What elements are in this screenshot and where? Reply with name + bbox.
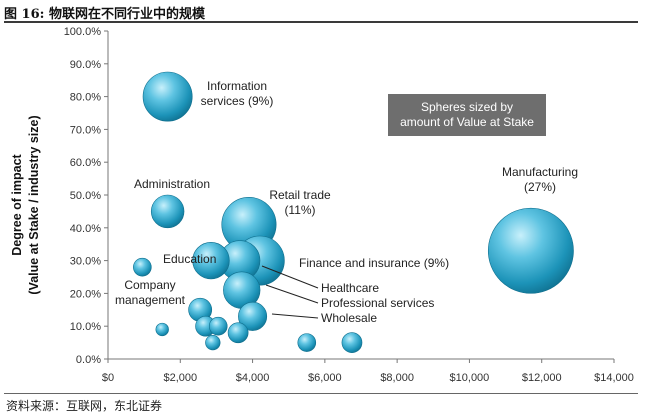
x-tick-label: $4,000 [236,372,270,384]
y-tick-label: 0.0% [76,354,101,366]
bubble [341,332,363,353]
bubble [155,322,169,337]
bubble-label: Administration [134,177,210,191]
title-rule [4,21,638,23]
bubble [205,334,221,351]
bubble-label: Company management [115,278,186,307]
legend-text: Spheres sized by amount of Value at Stake [400,100,534,129]
bubble [133,257,152,277]
bubble-label: Manufacturing (27%) [502,165,578,194]
y-tick-label: 10.0% [70,321,101,333]
axes: 0.0% 10.0% 20.0% 30.0% 40.0% 50.0% 60.0% 70.0% 8… [64,26,634,384]
bubble-chart: 0.0% 10.0% 20.0% 30.0% 40.0% 50.0% 60.0% 70.0% 8… [10,26,634,384]
legend-background [388,94,546,136]
bubble [297,333,317,352]
bubble-label: Education [163,252,216,266]
y-axis-title-line1: Degree of impact [10,153,24,255]
y-tick-label: 90.0% [70,59,101,71]
bubble-label: Retail trade (11%) [269,188,331,217]
y-tick-label: 60.0% [70,157,101,169]
bubble-label: Finance and insurance (9%) [299,256,449,270]
y-tick-label: 100.0% [64,26,102,38]
bubble-label: Wholesale [321,311,377,325]
bubble [142,71,193,122]
x-tick-label: $2,000 [163,372,197,384]
source-rule [4,393,638,394]
leader-line [265,284,319,304]
x-tick-label: $8,000 [380,372,414,384]
bubbles [133,71,574,353]
x-tick-label: $14,000 [594,372,634,384]
y-tick-label: 20.0% [70,288,101,300]
source-note: 资料来源：互联网，东北证券 [6,399,163,413]
x-tick-label: $6,000 [308,372,342,384]
figure-title: 图 16: 物联网在不同行业中的规模 [4,7,205,22]
leader-lines [261,265,319,319]
legend-box: Spheres sized by amount of Value at Stake [388,94,546,136]
bubble [238,301,268,331]
y-axis-title: Degree of impact (Value at Stake / indust… [10,115,41,294]
bubble [487,207,574,294]
leader-line [261,265,319,289]
bubble-label: Healthcare [321,281,379,295]
bubble [192,241,230,280]
leader-line [271,313,319,319]
y-tick-label: 70.0% [70,124,101,136]
x-tick-label: $10,000 [450,372,490,384]
x-tick-label: $0 [102,372,114,384]
bubble [227,322,249,344]
bubble [150,194,185,229]
y-tick-label: 80.0% [70,92,101,104]
y-tick-label: 30.0% [70,256,101,268]
x-tick-label: $12,000 [522,372,562,384]
y-tick-label: 50.0% [70,190,101,202]
y-tick-label: 40.0% [70,223,101,235]
bubble [208,316,228,336]
bubble-label: Information services (9%) [201,79,274,108]
bubble-label: Professional services [321,296,434,310]
y-axis-title-line2: (Value at Stake / industry size) [27,115,41,294]
bubble-labels: Manufacturing (27%) Information services (9… [115,79,578,325]
